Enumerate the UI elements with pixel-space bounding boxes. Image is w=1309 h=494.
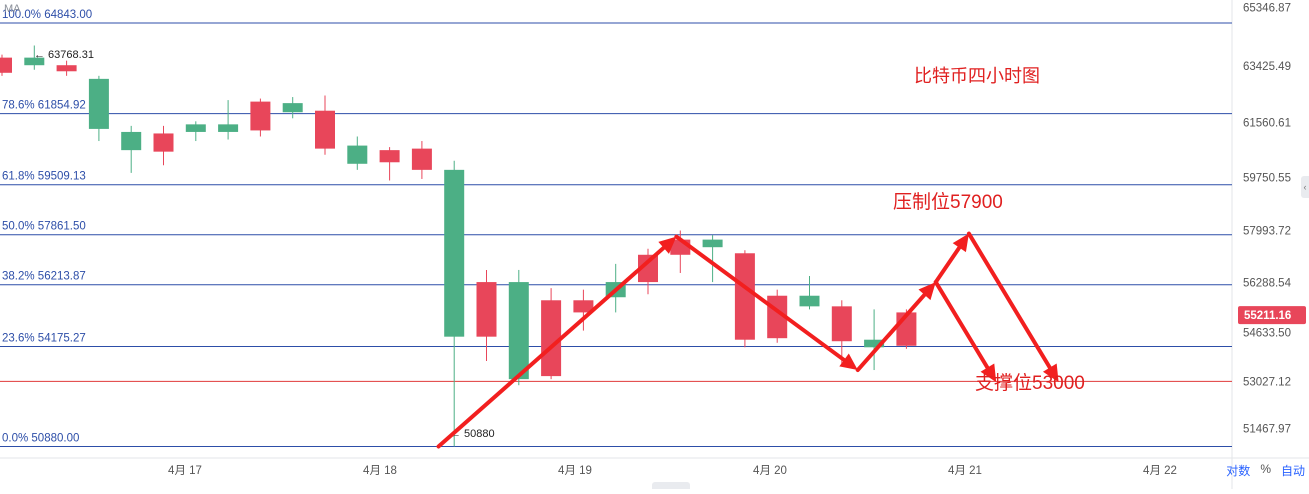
time-axis-tick: 4月 21 — [948, 465, 982, 477]
candle-body[interactable] — [541, 300, 562, 377]
price-axis-tick: 59750.55 — [1243, 172, 1291, 184]
time-axis-grip[interactable] — [652, 482, 690, 489]
time-axis-tick: 4月 19 — [558, 465, 592, 477]
time-axis-tick: 4月 18 — [363, 465, 397, 477]
fib-level-label: 78.6% 61854.92 — [2, 100, 86, 112]
candle-body[interactable] — [638, 254, 658, 283]
candle-body[interactable] — [573, 300, 594, 313]
percent-scale-toggle[interactable]: % — [1260, 462, 1271, 476]
trend-arrow-head — [1042, 363, 1059, 383]
trend-arrow-segment — [933, 280, 992, 374]
candle-body[interactable] — [282, 103, 303, 113]
fib-level-label: 61.8% 59509.13 — [2, 171, 86, 183]
price-axis-tick: 51467.97 — [1243, 424, 1291, 436]
fib-level-label: 100.0% 64843.00 — [2, 9, 92, 21]
trend-arrow-segment — [436, 242, 670, 449]
current-price-tag — [1238, 306, 1306, 325]
log-scale-toggle[interactable]: 对数 — [1226, 464, 1251, 478]
price-axis-tick: 61560.61 — [1243, 118, 1291, 130]
price-axis-tick: 65346.87 — [1243, 3, 1291, 15]
fib-level-label: 38.2% 56213.87 — [2, 271, 86, 283]
candle-body[interactable] — [185, 124, 206, 132]
trend-arrow-segment — [855, 289, 930, 373]
support-annotation: 支撑位53000 — [975, 372, 1085, 394]
trend-arrow-head — [658, 236, 677, 254]
indicator-label: MA — [4, 3, 21, 15]
candle-body[interactable] — [24, 57, 45, 66]
fib-level-label: 50.0% 57861.50 — [2, 221, 86, 233]
candle-body[interactable] — [56, 65, 77, 72]
fib-level-label: 23.6% 54175.27 — [2, 333, 86, 345]
candle-body[interactable] — [864, 339, 885, 348]
price-axis-tick: 53027.12 — [1243, 376, 1291, 388]
candle-body[interactable] — [734, 253, 755, 340]
trend-arrow-head — [980, 363, 997, 383]
price-axis-tick: 63425.49 — [1243, 61, 1291, 73]
candle-body[interactable] — [0, 57, 12, 73]
candle-body[interactable] — [347, 145, 368, 164]
trend-arrow-segment — [966, 231, 1055, 374]
trend-arrow-segment — [674, 234, 851, 365]
candle-body[interactable] — [508, 282, 529, 380]
time-axis-tick: 4月 20 — [753, 465, 787, 477]
trend-arrow-head — [839, 353, 858, 371]
trend-arrow-segment — [933, 241, 965, 285]
chart-title: 比特币四小时图 — [914, 66, 1040, 86]
candle-body[interactable] — [476, 282, 497, 337]
time-axis-tick: 4月 22 — [1143, 465, 1177, 477]
current-price-label: 55211.16 — [1244, 310, 1291, 322]
fib-level-label: 0.0% 50880.00 — [2, 432, 79, 444]
price-axis-tick: 54633.50 — [1243, 328, 1291, 340]
candle-body[interactable] — [153, 133, 174, 152]
trend-arrow-head — [952, 233, 969, 253]
time-axis-tick: 4月 17 — [168, 465, 202, 477]
candle-body[interactable] — [379, 150, 400, 163]
candle-body[interactable] — [831, 306, 852, 342]
candle-body[interactable] — [411, 148, 432, 170]
candle-body[interactable] — [218, 124, 239, 132]
candle-body[interactable] — [121, 131, 142, 151]
price-axis-tick: 57993.72 — [1243, 226, 1291, 238]
candle-body[interactable] — [799, 295, 820, 307]
trend-arrow-head — [918, 282, 936, 301]
price-axis-tick: 56288.54 — [1243, 277, 1292, 289]
price-axis-grip-icon[interactable]: ‹ — [1301, 176, 1309, 198]
low-price-marker: ← 50880 — [450, 428, 495, 440]
scale-controls: 对数 % 自动 — [1226, 462, 1305, 479]
candle-body[interactable] — [702, 239, 723, 248]
candle-body[interactable] — [315, 110, 335, 149]
resistance-annotation: 压制位57900 — [893, 191, 1003, 213]
candle-body[interactable] — [444, 169, 465, 337]
high-price-marker: ← 63768.31 — [34, 49, 94, 61]
auto-scale-toggle[interactable]: 自动 — [1280, 464, 1305, 478]
ma-indicator-text: MA — [4, 3, 21, 15]
candle-body[interactable] — [88, 78, 109, 129]
candle-body[interactable] — [250, 101, 271, 131]
